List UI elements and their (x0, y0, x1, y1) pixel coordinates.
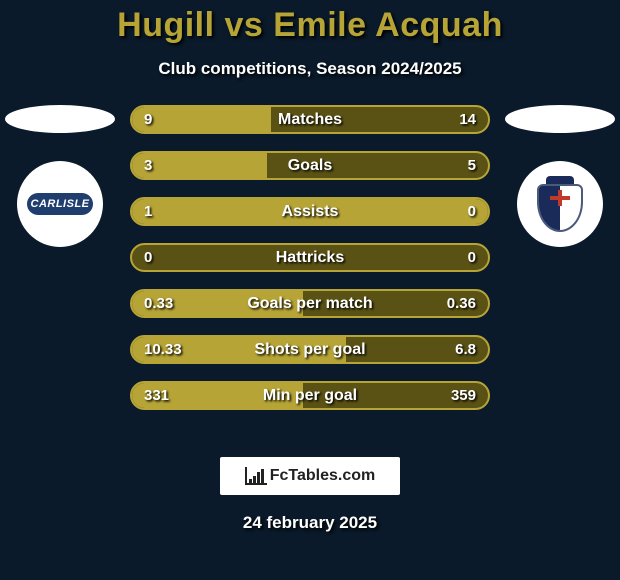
player-photo-placeholder-left (5, 105, 115, 133)
player-photo-placeholder-right (505, 105, 615, 133)
date-text: 24 february 2025 (0, 513, 620, 533)
stat-row: Hattricks0 0 (130, 243, 490, 272)
stat-value-right: 14 (459, 107, 476, 132)
club-badge-left: CARLISLE (17, 161, 103, 247)
subtitle: Club competitions, Season 2024/2025 (0, 59, 620, 79)
page-title: Hugill vs Emile Acquah (0, 0, 620, 45)
left-player-col: CARLISLE (0, 105, 120, 247)
club-badge-right (517, 161, 603, 247)
comparison-area: CARLISLE Matches914 Goals35 Assists10 Hattr… (0, 105, 620, 435)
club-badge-left-text: CARLISLE (27, 193, 93, 215)
stat-row: Assists10 (130, 197, 490, 226)
right-player-col (500, 105, 620, 247)
stat-value-right: 0.36 (447, 291, 476, 316)
club-crest-icon (537, 174, 583, 234)
stat-value-right: 6.8 (455, 337, 476, 362)
stat-fill (132, 199, 488, 224)
stat-row: Goals per match0.330.36 (130, 289, 490, 318)
stat-row: Min per goal331359 (130, 381, 490, 410)
stat-row: Shots per goal10.336.8 (130, 335, 490, 364)
stat-row: Matches914 (130, 105, 490, 134)
logo-text: FcTables.com (270, 467, 376, 485)
stat-value-right: 5 (468, 153, 476, 178)
stat-value-left: 0 (144, 245, 152, 270)
stat-fill (132, 337, 346, 362)
stats-column: Matches914 Goals35 Assists10 Hattricks0 0 Goa… (110, 105, 510, 410)
stat-row: Goals35 (130, 151, 490, 180)
stat-fill (132, 153, 267, 178)
stat-fill (132, 291, 303, 316)
fctables-logo: FcTables.com (220, 457, 400, 495)
stat-fill (132, 107, 271, 132)
stat-fill (132, 383, 303, 408)
stat-value-right: 359 (451, 383, 476, 408)
stat-label: Hattricks (132, 245, 488, 270)
logo-chart-icon (245, 467, 267, 485)
stat-value-right: 0 (468, 245, 476, 270)
